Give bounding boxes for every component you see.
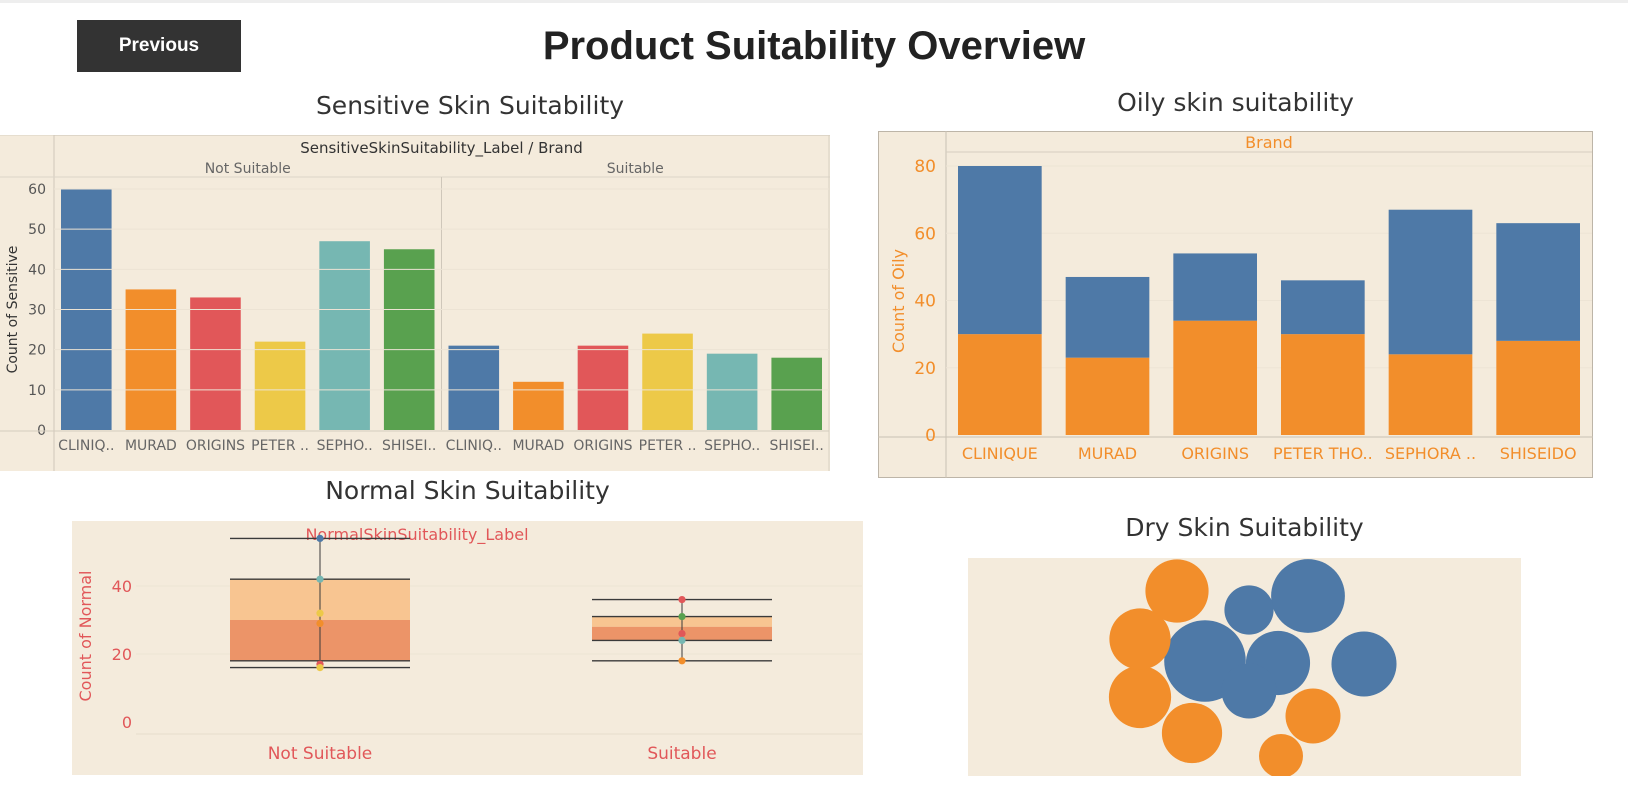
bar [125, 289, 177, 430]
y-tick-label: 20 [28, 343, 46, 359]
dry-skin-chart [968, 558, 1521, 776]
x-tick-label: SEPHO.. [317, 438, 373, 454]
bar-segment [1496, 223, 1580, 341]
bubble [1108, 665, 1172, 729]
x-tick-label: SEPHO.. [704, 438, 760, 454]
previous-button[interactable]: Previous [77, 20, 241, 72]
x-tick-label: CLINIQ.. [446, 438, 502, 454]
bar [771, 357, 822, 430]
data-point [678, 596, 686, 604]
bar-segment [1065, 357, 1150, 435]
bubble [1224, 585, 1274, 635]
y-tick-label: 80 [914, 157, 936, 177]
data-point [678, 613, 686, 621]
bar [448, 345, 500, 430]
x-tick-label: CLINIQ.. [58, 438, 114, 454]
bar-segment [958, 334, 1042, 435]
bubble [1145, 559, 1209, 623]
oily-chart-title: Oily skin suitability [1117, 88, 1354, 117]
bar [577, 345, 629, 430]
sensitive-skin-chart: SensitiveSkinSuitability_Label / Brand No… [0, 135, 830, 471]
y-axis-label: Count of Sensitive [5, 246, 21, 374]
data-point [316, 575, 324, 583]
x-tick-label: PETER .. [251, 438, 309, 454]
page-title: Product Suitability Overview [542, 24, 1086, 68]
x-tick-label: ORIGINS [186, 438, 245, 454]
x-tick-label: SHISEI.. [770, 438, 824, 454]
bar-segment [1388, 354, 1473, 435]
x-tick-label: MURAD [1078, 444, 1137, 463]
y-tick-label: 50 [28, 222, 46, 238]
x-tick-label: SHISEIDO [1500, 444, 1577, 463]
bar [706, 353, 758, 430]
y-tick-label: 20 [112, 645, 132, 664]
bar [642, 333, 693, 430]
y-tick-label: 40 [112, 577, 132, 596]
bubble [1271, 559, 1345, 633]
bubble [1161, 702, 1223, 764]
y-tick-label: 40 [28, 262, 46, 278]
y-axis-label: Count of Oily [889, 249, 908, 353]
bar-segment [1281, 280, 1365, 335]
sensitive-chart-title: Sensitive Skin Suitability [315, 91, 625, 120]
x-tick-label: PETER .. [639, 438, 697, 454]
y-tick-label: 0 [925, 426, 936, 446]
data-point [678, 636, 686, 644]
bar [513, 381, 564, 430]
bar-segment [1496, 340, 1580, 435]
data-point [678, 657, 686, 665]
bar-segment [958, 166, 1042, 335]
top-border [0, 0, 1628, 3]
x-tick-label: PETER THO.. [1273, 444, 1373, 463]
x-tick-label: ORIGINS [573, 438, 632, 454]
chart-background [72, 521, 863, 775]
normal-chart-title: Normal Skin Suitability [325, 476, 610, 505]
bar-segment [1173, 320, 1257, 435]
x-tick-label: SHISEI.. [382, 438, 436, 454]
bubble [1285, 688, 1341, 744]
normal-skin-chart: NormalSkinSuitability_Label 0 20 40 Count of… [72, 521, 863, 775]
group-label: Not Suitable [205, 161, 291, 177]
x-tick-label: Suitable [647, 744, 716, 764]
x-tick-label: SEPHORA .. [1385, 444, 1476, 463]
bar [254, 341, 306, 430]
data-point [316, 664, 324, 672]
y-tick-label: 40 [914, 292, 936, 312]
header-title: Brand [1245, 133, 1293, 152]
bar-segment [1388, 209, 1473, 355]
y-axis-label: Count of Normal [76, 571, 95, 702]
x-tick-label: Not Suitable [268, 744, 373, 764]
y-tick-label: 0 [122, 713, 132, 732]
x-tick-label: MURAD [125, 438, 177, 454]
dry-chart-title: Dry Skin Suitability [1125, 513, 1364, 542]
bubble [1259, 734, 1303, 776]
y-tick-label: 30 [28, 303, 46, 319]
data-point [316, 609, 324, 617]
data-point [678, 630, 686, 638]
data-point [316, 619, 324, 627]
bar-segment [1281, 334, 1365, 435]
group-label: Suitable [607, 161, 664, 177]
bar [383, 249, 435, 430]
bar-segment [1065, 276, 1150, 358]
x-tick-label: CLINIQUE [962, 444, 1038, 463]
y-tick-label: 20 [914, 359, 936, 379]
header-title: NormalSkinSuitability_Label [305, 525, 528, 545]
bar [319, 241, 370, 430]
y-tick-label: 60 [28, 182, 46, 198]
data-point [316, 534, 324, 542]
y-tick-label: 60 [914, 224, 936, 244]
bar [190, 297, 241, 430]
bar-segment [1173, 253, 1257, 321]
bubble [1331, 631, 1397, 697]
header-title: SensitiveSkinSuitability_Label / Brand [300, 139, 583, 158]
x-tick-label: MURAD [512, 438, 564, 454]
bubble [1109, 608, 1171, 670]
bubble [1221, 663, 1277, 719]
oily-skin-chart: Brand 0 20 40 60 80 CLINIQUE MURAD ORIGINS PETER … [878, 131, 1593, 478]
y-tick-label: 10 [28, 383, 46, 399]
x-tick-label: ORIGINS [1181, 444, 1249, 463]
